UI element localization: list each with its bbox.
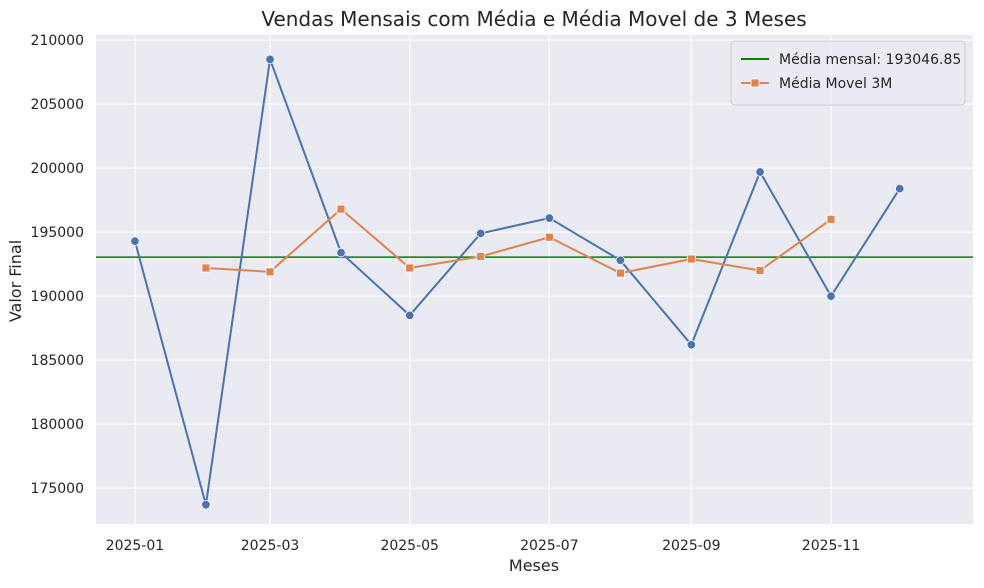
data-point bbox=[544, 213, 555, 223]
y-tick-label: 175000 bbox=[31, 481, 84, 497]
data-point bbox=[826, 214, 836, 224]
data-point bbox=[405, 263, 415, 273]
legend-box bbox=[730, 40, 966, 106]
legend-marker bbox=[750, 78, 760, 88]
x-tick-label: 2025-03 bbox=[241, 538, 300, 554]
series-2 bbox=[201, 204, 836, 278]
data-point bbox=[895, 183, 905, 194]
y-tick-label: 180000 bbox=[31, 417, 84, 433]
data-point bbox=[265, 54, 275, 65]
data-point bbox=[405, 310, 415, 321]
data-point bbox=[476, 252, 486, 261]
data-point bbox=[615, 255, 626, 265]
x-tick-label: 2025-11 bbox=[802, 538, 861, 554]
data-point bbox=[826, 291, 836, 301]
data-point bbox=[686, 254, 696, 264]
data-point bbox=[475, 228, 486, 239]
data-point bbox=[201, 263, 211, 273]
series-line bbox=[133, 58, 901, 506]
x-axis-title: Meses bbox=[509, 556, 559, 575]
data-point bbox=[336, 204, 346, 214]
legend: Média mensal: 193046.85 Média Movel 3M bbox=[730, 40, 966, 106]
data-point bbox=[130, 236, 140, 246]
data-point bbox=[755, 266, 765, 275]
data-point bbox=[336, 247, 346, 258]
y-axis-title: Valor Final bbox=[6, 240, 25, 322]
y-tick-label: 185000 bbox=[31, 353, 84, 369]
data-point bbox=[544, 232, 554, 242]
x-tick-label: 2025-05 bbox=[380, 538, 439, 554]
chart-title: Vendas Mensais com Média e Média Movel d… bbox=[261, 7, 806, 31]
data-point bbox=[265, 267, 275, 277]
x-tick-label: 2025-09 bbox=[662, 538, 721, 554]
legend-label: Média mensal: 193046.85 bbox=[779, 52, 961, 68]
y-axis-ticks: 175000 180000 185000 190000 195000 200000 2050… bbox=[31, 33, 84, 497]
plot-background bbox=[96, 35, 973, 524]
data-point bbox=[615, 268, 625, 278]
data-point bbox=[686, 340, 697, 350]
x-tick-label: 2025-01 bbox=[106, 538, 165, 554]
y-tick-label: 190000 bbox=[31, 289, 84, 305]
data-point bbox=[201, 500, 211, 510]
x-axis-ticks: 2025-01 2025-03 2025-05 2025-07 2025-09 2025-… bbox=[106, 538, 861, 554]
series-line bbox=[205, 208, 832, 275]
y-tick-label: 205000 bbox=[31, 97, 84, 113]
series-1 bbox=[130, 54, 905, 510]
grid bbox=[96, 35, 973, 524]
y-tick-label: 210000 bbox=[31, 33, 84, 49]
data-point bbox=[755, 167, 765, 177]
y-tick-label: 200000 bbox=[31, 161, 84, 177]
y-tick-label: 195000 bbox=[31, 225, 84, 241]
x-tick-label: 2025-07 bbox=[520, 538, 579, 554]
legend-label: Média Movel 3M bbox=[779, 76, 892, 92]
